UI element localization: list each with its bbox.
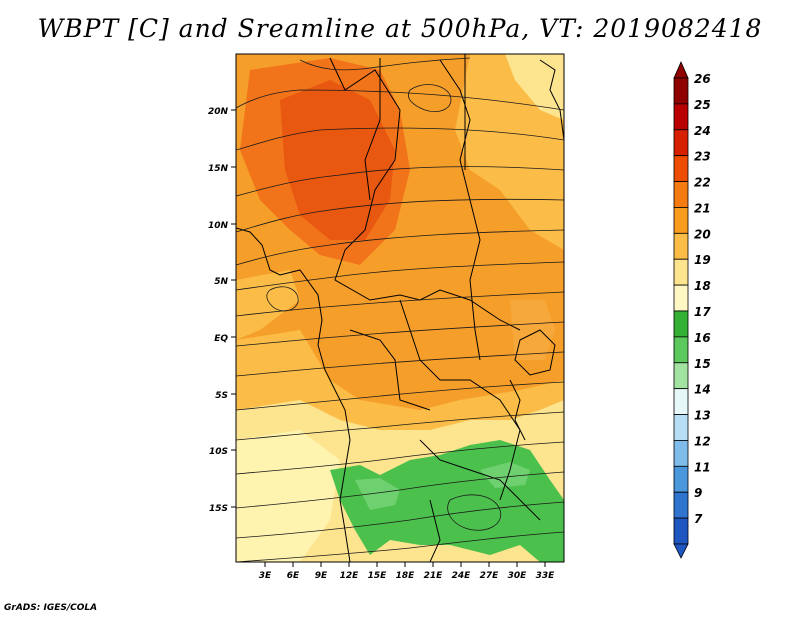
lat-label: EQ (214, 334, 228, 344)
wbpt-region-23 (280, 80, 395, 240)
colorbar-arrow-bottom (673, 543, 689, 559)
colorbar-swatch (673, 491, 689, 519)
lat-label: 20N (208, 107, 229, 117)
streamlines (236, 57, 564, 562)
wbpt-region-16b (480, 462, 530, 488)
wbpt-region-16a (355, 478, 400, 510)
colorbar: 26 25 24 23 22 21 20 19 18 17 16 15 14 13 12 11 9 7 (673, 61, 711, 559)
wbpt-region-lakes (510, 300, 555, 360)
colorbar-arrow-top (673, 61, 689, 79)
colorbar-label: 19 (694, 253, 711, 267)
colorbar-swatch (673, 103, 689, 131)
lon-label: 3E (259, 571, 272, 581)
colorbar-swatch (673, 362, 689, 390)
wbpt-region-19-ne (505, 54, 564, 120)
wbpt-region-18-sw (236, 430, 340, 562)
colorbar-label: 23 (694, 150, 711, 164)
colorbar-label: 13 (694, 409, 711, 423)
colorbar-label: 15 (694, 357, 711, 371)
lat-label: 5N (214, 277, 228, 287)
colorbar-swatch (673, 77, 689, 105)
colorbar-swatch (673, 465, 689, 493)
colorbar-swatch (673, 440, 689, 467)
colorbar-label: 21 (694, 201, 711, 215)
lon-label: 12E (340, 571, 360, 581)
lon-label: 21E (424, 571, 444, 581)
colorbar-label: 25 (694, 98, 711, 112)
colorbar-label: 12 (694, 434, 711, 448)
lon-label: 33E (536, 571, 556, 581)
colorbar-label: 7 (694, 512, 703, 526)
lat-axis: 20N 15N 10N 5N EQ 5S 10S 15S (208, 107, 236, 514)
colorbar-swatch (673, 388, 689, 415)
colorbar-swatch (673, 232, 689, 260)
colorbar-swatch (673, 155, 689, 182)
wbpt-field (236, 54, 564, 562)
map-borders (236, 54, 564, 562)
colorbar-label: 26 (694, 72, 711, 86)
chart-title: WBPT [C] and Sreamline at 500hPa, VT: 20… (37, 14, 763, 43)
lat-label: 15N (208, 164, 229, 174)
colorbar-label: 9 (694, 486, 702, 500)
colorbar-label: 16 (694, 331, 711, 345)
lon-label: 9E (315, 571, 328, 581)
colorbar-label: 20 (694, 227, 711, 241)
lon-label: 30E (508, 571, 528, 581)
colorbar-swatch (673, 207, 689, 234)
colorbar-label: 18 (694, 279, 711, 293)
colorbar-swatch (673, 310, 689, 338)
lat-label: 10S (209, 447, 228, 457)
colorbar-swatch (673, 284, 689, 312)
colorbar-label: 11 (694, 460, 711, 474)
colorbar-swatch (673, 517, 689, 545)
lon-label: 18E (396, 571, 416, 581)
lon-label: 15E (368, 571, 388, 581)
colorbar-swatch (673, 414, 689, 441)
colorbar-swatch (673, 181, 689, 208)
lat-label: 5S (215, 391, 228, 401)
credit-label: GrADS: IGES/COLA (4, 603, 98, 613)
lon-axis: 3E 6E 9E 12E 15E 18E 21E 24E 27E 30E 33E (259, 562, 555, 581)
lon-label: 24E (452, 571, 472, 581)
lon-label: 27E (480, 571, 500, 581)
colorbar-label: 14 (694, 383, 711, 397)
lat-label: 10N (208, 221, 229, 231)
colorbar-swatch (673, 336, 689, 364)
colorbar-swatch (673, 258, 689, 286)
colorbar-label: 17 (694, 305, 711, 319)
colorbar-label: 24 (694, 124, 711, 138)
colorbar-label: 22 (694, 176, 711, 190)
lon-label: 6E (287, 571, 300, 581)
map-frame (235, 53, 565, 563)
colorbar-swatch (673, 129, 689, 157)
lat-label: 15S (209, 504, 228, 514)
